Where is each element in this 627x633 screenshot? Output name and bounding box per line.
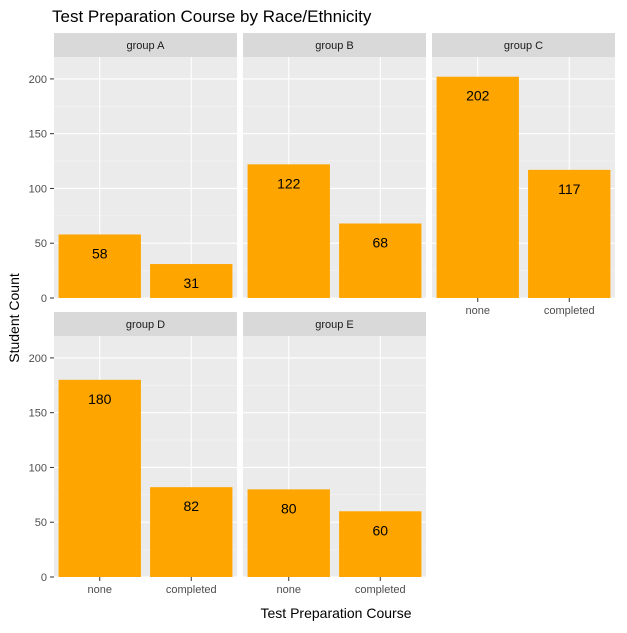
- bar-value-label: 60: [372, 522, 388, 538]
- bar-value-label: 122: [277, 175, 301, 191]
- facet-strip-label: group C: [504, 40, 543, 52]
- x-tick-label: completed: [544, 305, 595, 317]
- bar-value-label: 82: [183, 498, 199, 514]
- facet-group-C: group C 202 117 none completed: [432, 33, 615, 317]
- x-tick-label: completed: [355, 584, 406, 596]
- x-axis-title: Test Preparation Course: [261, 605, 412, 621]
- bar-value-label: 202: [466, 88, 490, 104]
- bar-value-label: 58: [92, 245, 108, 261]
- y-axis-title: Student Count: [6, 273, 22, 363]
- facet-strip: [432, 33, 615, 57]
- bar-group-B-completed: [339, 223, 422, 298]
- y-tick-label: 200: [29, 353, 47, 365]
- bar-group-E-completed: [339, 511, 422, 577]
- chart-title: Test Preparation Course by Race/Ethnicit…: [52, 7, 372, 26]
- facet-strip-label: group D: [126, 319, 165, 331]
- y-tick-label: 50: [35, 238, 47, 250]
- facet-strip: [243, 33, 426, 57]
- bar-value-label: 180: [88, 391, 112, 407]
- x-tick-label: none: [277, 584, 301, 596]
- bar-group-A-completed: [150, 264, 233, 298]
- facet-strip: [54, 312, 237, 336]
- x-tick-label: completed: [166, 584, 217, 596]
- y-tick-label: 200: [29, 74, 47, 86]
- bar-value-label: 68: [372, 235, 388, 251]
- bar-value-label: 117: [558, 181, 581, 197]
- bar-group-D-none: [58, 379, 141, 577]
- bar-group-C-completed: [528, 169, 611, 298]
- facet-group-B: group B 122 68: [243, 33, 426, 299]
- bar-group-B-none: [247, 164, 330, 298]
- bar-group-C-none: [436, 76, 519, 298]
- y-tick-label: 100: [29, 183, 47, 195]
- bar-value-label: 31: [183, 275, 199, 291]
- y-tick-label: 0: [41, 572, 47, 584]
- y-tick-label: 0: [41, 293, 47, 305]
- bar-value-label: 80: [281, 500, 297, 516]
- y-tick-label: 150: [29, 408, 47, 420]
- bar-group-E-none: [247, 489, 330, 577]
- facet-group-A: group A 58 31 0 50 100 150 200: [29, 33, 237, 305]
- bar-group-A-none: [58, 234, 141, 298]
- x-tick-label: none: [88, 584, 112, 596]
- facet-strip-label: group E: [315, 319, 354, 331]
- facet-strip: [243, 312, 426, 336]
- facet-group-E: group E 80 60 none completed: [243, 312, 426, 596]
- y-tick-label: 100: [29, 462, 47, 474]
- facet-strip-label: group A: [127, 40, 166, 52]
- x-tick-label: none: [466, 305, 490, 317]
- facet-strip-label: group B: [315, 40, 354, 52]
- y-tick-label: 150: [29, 129, 47, 141]
- bar-group-D-completed: [150, 487, 233, 577]
- facet-group-D: group D 180 82 0 50 100 150 200 none completed: [29, 312, 237, 596]
- facet-strip: [54, 33, 237, 57]
- y-tick-label: 50: [35, 517, 47, 529]
